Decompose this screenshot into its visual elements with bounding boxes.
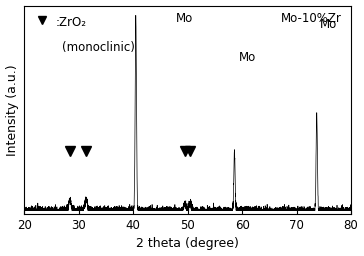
Text: Mo-10%Zr: Mo-10%Zr <box>280 12 341 25</box>
Y-axis label: Intensity (a.u.): Intensity (a.u.) <box>5 64 19 156</box>
Text: :ZrO₂: :ZrO₂ <box>55 16 86 29</box>
Text: Mo: Mo <box>176 12 193 25</box>
Text: Mo: Mo <box>320 18 337 30</box>
Text: Mo: Mo <box>239 51 256 64</box>
X-axis label: 2 theta (degree): 2 theta (degree) <box>136 238 239 250</box>
Text: (monoclinic): (monoclinic) <box>62 41 135 54</box>
